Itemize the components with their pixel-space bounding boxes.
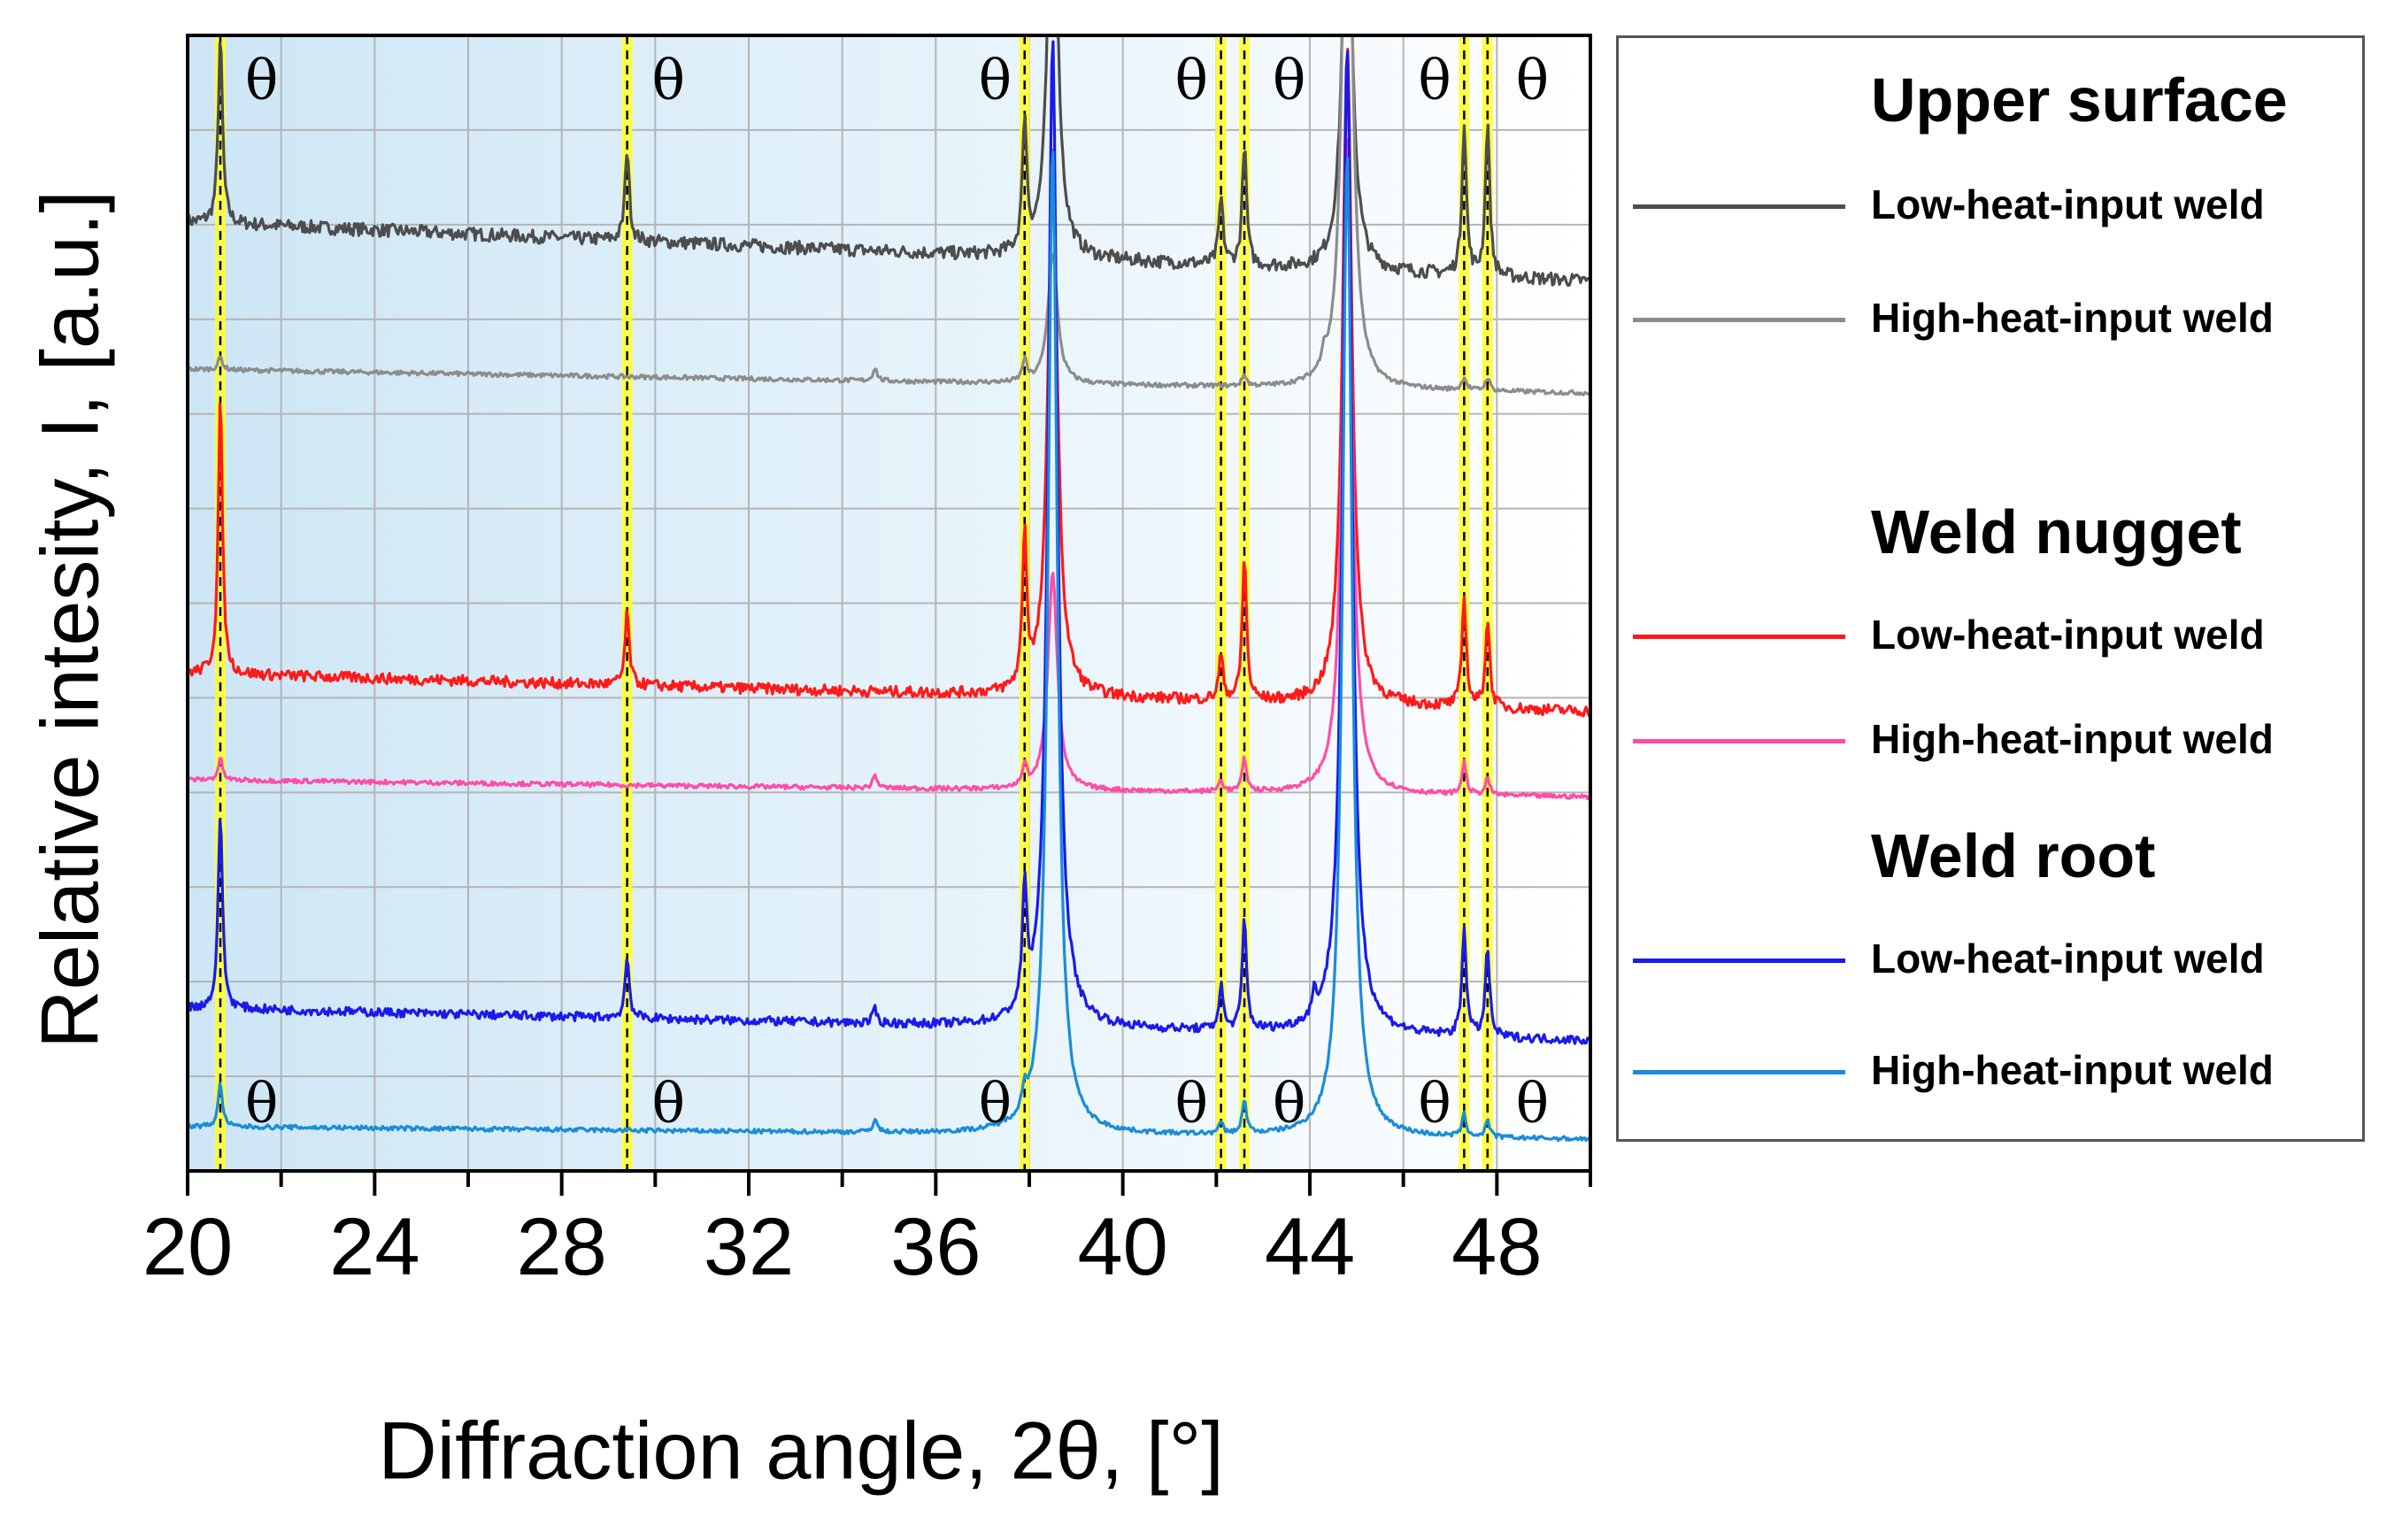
legend-label: Low-heat-input weld xyxy=(1871,936,2265,982)
series-line xyxy=(188,35,1590,287)
theta-label: θ xyxy=(1175,48,1208,112)
legend-entry-nugget-low: Low-heat-input weld xyxy=(1619,608,2367,661)
legend-swatch xyxy=(1633,204,1845,209)
legend-swatch xyxy=(1633,1070,1845,1074)
plot-frame xyxy=(186,34,1592,1173)
theta-label: θ xyxy=(1516,1071,1549,1136)
series-line xyxy=(188,150,1590,1143)
y-axis-title: Relative intesity, I, [a.u.] xyxy=(25,190,116,1049)
series-group xyxy=(188,35,1590,1143)
theta-label: θ xyxy=(1516,48,1549,112)
legend-entry-root-high: High-heat-input weld xyxy=(1619,1043,2367,1097)
theta-band xyxy=(1019,35,1030,1171)
x-tick-label: 24 xyxy=(329,1202,420,1292)
theta-label: θ xyxy=(245,48,278,112)
legend-label: Low-heat-input weld xyxy=(1871,612,2265,658)
x-tick-label: 20 xyxy=(142,1202,233,1292)
x-tick-label: 40 xyxy=(1077,1202,1167,1292)
theta-band xyxy=(1215,35,1227,1171)
theta-label: θ xyxy=(1418,1071,1451,1136)
x-axis: 20 24 28 32 36 40 44 48 xyxy=(142,1171,1592,1292)
legend: Upper surface Low-heat-input weld High-h… xyxy=(1616,35,2365,1142)
theta-band xyxy=(1239,35,1251,1171)
x-tick-label: 36 xyxy=(890,1202,981,1292)
legend-group-title: Upper surface xyxy=(1871,65,2288,135)
series-line xyxy=(188,40,1590,1045)
legend-group-title: Weld root xyxy=(1871,821,2156,890)
theta-label: θ xyxy=(1273,1071,1305,1136)
legend-label: High-heat-input weld xyxy=(1871,716,2274,762)
legend-swatch xyxy=(1633,635,1845,639)
theta-label: θ xyxy=(979,1071,1012,1136)
x-tick-label: 48 xyxy=(1451,1202,1542,1292)
theta-band xyxy=(621,35,633,1171)
legend-entry-nugget-high: High-heat-input weld xyxy=(1619,712,2367,766)
theta-label: θ xyxy=(1175,1071,1208,1136)
legend-label: High-heat-input weld xyxy=(1871,1047,2274,1093)
x-tick-label: 44 xyxy=(1265,1202,1355,1292)
legend-entry-upper-low: Low-heat-input weld xyxy=(1619,178,2367,231)
legend-swatch xyxy=(1633,959,1845,963)
theta-band xyxy=(1482,35,1493,1171)
theta-label: θ xyxy=(979,48,1012,112)
legend-entry-root-low: Low-heat-input weld xyxy=(1619,932,2367,985)
theta-label: θ xyxy=(1273,48,1305,112)
legend-label: High-heat-input weld xyxy=(1871,295,2274,341)
series-line xyxy=(188,47,1590,718)
x-tick-label: 28 xyxy=(516,1202,606,1292)
series-line xyxy=(188,35,1590,397)
legend-entry-upper-high: High-heat-input weld xyxy=(1619,291,2367,344)
theta-label: θ xyxy=(652,48,685,112)
theta-label: θ xyxy=(1418,48,1451,112)
theta-label: θ xyxy=(652,1071,685,1136)
legend-swatch xyxy=(1633,739,1845,743)
theta-label: θ xyxy=(245,1071,278,1136)
x-axis-title: Diffraction angle, 2θ, [°] xyxy=(378,1405,1224,1497)
legend-label: Low-heat-input weld xyxy=(1871,181,2265,227)
x-tick-label: 32 xyxy=(704,1202,794,1292)
series-line xyxy=(188,138,1590,801)
legend-swatch xyxy=(1633,318,1845,322)
legend-group-title: Weld nugget xyxy=(1871,497,2242,566)
